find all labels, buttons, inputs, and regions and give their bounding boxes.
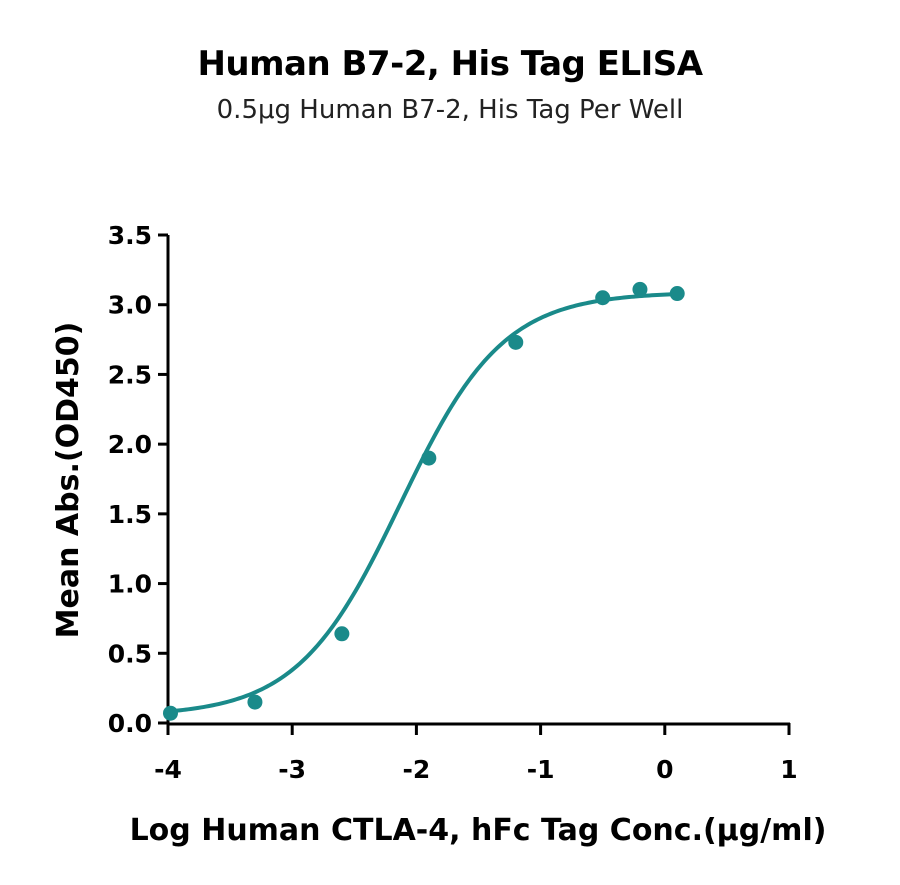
y-tick-label: 1.5 bbox=[108, 500, 152, 529]
x-tick-label: 0 bbox=[656, 755, 673, 784]
y-tick-label: 2.5 bbox=[108, 360, 152, 389]
x-axis-label: Log Human CTLA-4, hFc Tag Conc.(μg/ml) bbox=[130, 813, 827, 848]
data-point bbox=[334, 626, 350, 642]
y-tick-label: 0.5 bbox=[108, 639, 152, 668]
x-tick-label: -3 bbox=[278, 755, 306, 784]
y-tick-label: 3.5 bbox=[108, 221, 152, 250]
x-axis-ticks: -4 -3 -2 -1 0 1 bbox=[154, 723, 798, 784]
data-point bbox=[421, 450, 437, 466]
x-tick-label: -4 bbox=[154, 755, 182, 784]
data-point bbox=[247, 694, 263, 710]
y-tick-label: 3.0 bbox=[108, 291, 152, 320]
data-point bbox=[595, 290, 611, 306]
data-point bbox=[632, 281, 648, 297]
data-point bbox=[162, 705, 178, 721]
y-tick-label: 0.0 bbox=[108, 709, 152, 738]
y-axis-label: Mean Abs.(OD450) bbox=[51, 322, 86, 639]
y-tick-label: 2.0 bbox=[108, 430, 152, 459]
y-axis-ticks: 0.0 0.5 1.0 1.5 2.0 2.5 3.0 3.5 bbox=[108, 221, 168, 738]
data-point bbox=[669, 286, 685, 302]
axes bbox=[166, 235, 790, 726]
chart-subtitle: 0.5μg Human B7-2, His Tag Per Well bbox=[216, 95, 684, 125]
fit-curve-layer bbox=[168, 292, 680, 714]
data-points-layer bbox=[162, 281, 685, 721]
y-tick-label: 1.0 bbox=[108, 570, 152, 599]
data-point bbox=[508, 334, 524, 350]
chart-title: Human B7-2, His Tag ELISA bbox=[197, 44, 703, 84]
x-tick-label: -2 bbox=[403, 755, 431, 784]
x-tick-label: -1 bbox=[527, 755, 555, 784]
x-tick-label: 1 bbox=[780, 755, 797, 784]
fit-curve bbox=[168, 292, 680, 714]
